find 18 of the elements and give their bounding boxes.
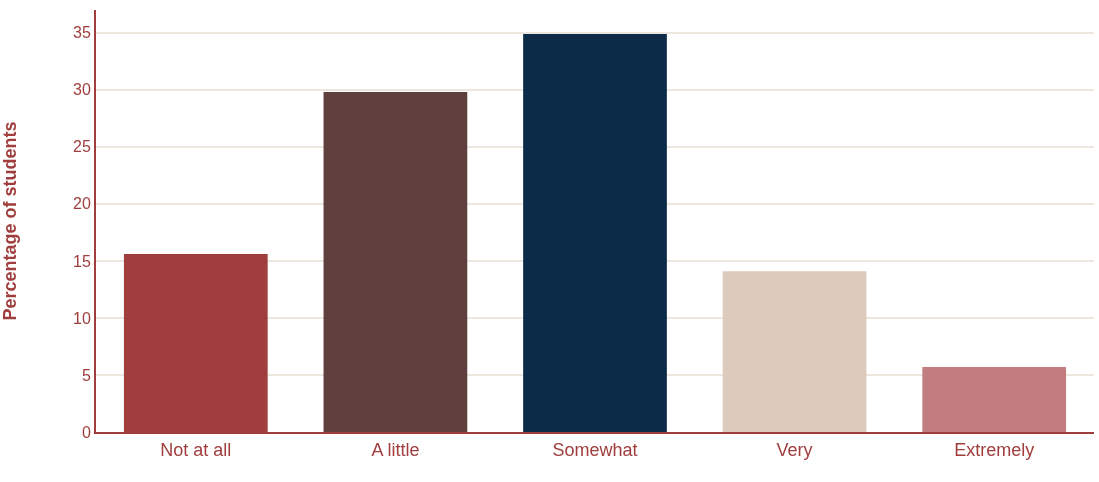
bar [922,366,1067,432]
y-tick-label: 20 [73,195,91,213]
bar [323,92,468,432]
x-tick-label: Very [776,439,813,460]
bar [722,271,867,432]
y-axis-title: Percentage of students [0,121,20,321]
y-tick-label: 5 [81,366,91,384]
y-tick-label: 35 [73,24,91,42]
y-tick-label: 30 [73,81,91,99]
y-tick-label: 10 [73,309,91,327]
y-tick-label: 15 [73,252,91,270]
bar [523,33,667,432]
y-tick-label: 0 [81,423,91,441]
x-tick-label: Extremely [954,439,1035,460]
x-tick-label: Not at all [160,439,232,460]
x-tick-label: Somewhat [552,439,638,460]
x-tick-label: A little [371,439,420,460]
y-tick-label: 25 [73,138,91,156]
